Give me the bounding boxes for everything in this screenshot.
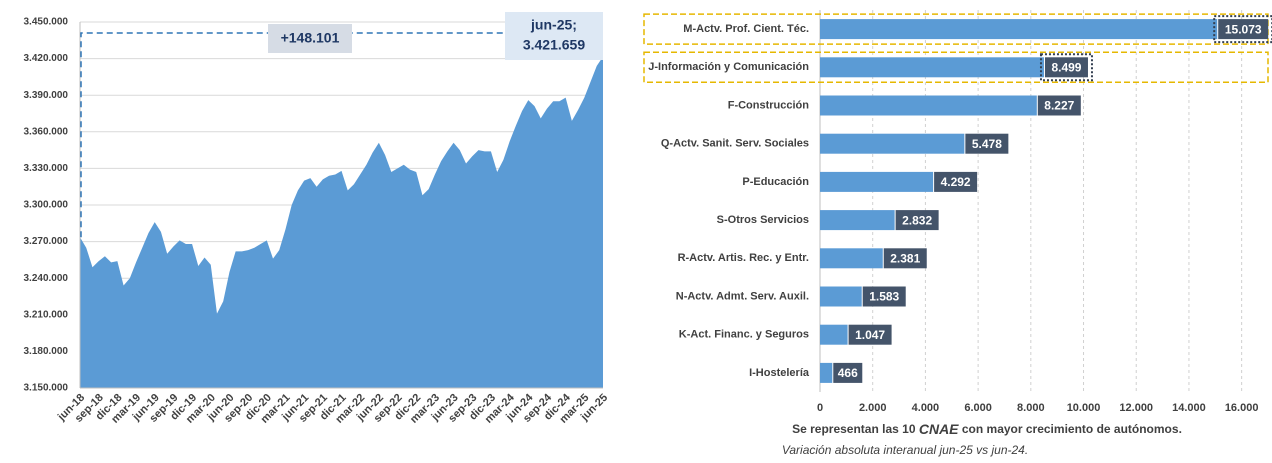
value-label-frame: [1213, 15, 1272, 44]
bar: [820, 248, 883, 269]
x-tick-label: 16.000: [1225, 402, 1259, 414]
category-label: I-Hostelería: [749, 367, 810, 379]
bar: [820, 19, 1218, 40]
y-tick-label: 3.390.000: [24, 90, 69, 101]
y-tick-label: 3.330.000: [24, 163, 69, 174]
value-label-box: [1037, 95, 1081, 116]
value-label-box: [1218, 19, 1269, 40]
area: [80, 56, 603, 388]
value-label-box: [833, 362, 863, 383]
bar: [820, 171, 934, 192]
value-label: 4.292: [941, 175, 971, 189]
last-label: jun-25;: [530, 17, 577, 33]
category-label: F-Construcción: [728, 99, 810, 111]
value-label-box: [1044, 57, 1088, 78]
category-label: J-Información y Comunicación: [648, 61, 809, 73]
value-label: 2.832: [902, 213, 932, 227]
caption-part: con mayor crecimiento de autónomos.: [959, 422, 1182, 436]
last-box: [505, 12, 603, 60]
y-tick-label: 3.150.000: [24, 383, 69, 394]
caption-part: CNAE: [919, 421, 959, 437]
x-tick-label: 4.000: [912, 402, 940, 414]
bar: [820, 95, 1037, 116]
x-tick-label: 8.000: [1017, 402, 1045, 414]
category-label: R-Actv. Artis. Rec. y Entr.: [678, 252, 809, 264]
y-tick-label: 3.420.000: [24, 53, 69, 64]
y-tick-label: 3.180.000: [24, 346, 69, 357]
value-label: 8.227: [1044, 99, 1074, 113]
caption-part: Se representan las 10: [792, 422, 919, 436]
y-tick-label: 3.360.000: [24, 126, 69, 137]
x-tick-label: 6.000: [964, 402, 992, 414]
y-tick-label: 3.240.000: [24, 273, 69, 284]
y-tick-label: 3.450.000: [24, 17, 69, 28]
category-label: P-Educación: [742, 176, 809, 188]
bar: [820, 210, 895, 231]
value-label: 1.583: [869, 290, 899, 304]
x-tick-label: 12.000: [1119, 402, 1153, 414]
bar: [820, 57, 1044, 78]
value-label: 15.073: [1225, 22, 1262, 36]
subcaption: Variación absoluta interanual jun-25 vs …: [782, 443, 1028, 457]
category-label: M-Actv. Prof. Cient. Téc.: [683, 23, 809, 35]
category-label: K-Act. Financ. y Seguros: [679, 329, 809, 341]
bar: [820, 362, 833, 383]
value-label-box: [965, 133, 1009, 154]
x-tick-label: 10.000: [1067, 402, 1101, 414]
category-label: Q-Actv. Sanit. Serv. Sociales: [661, 138, 809, 150]
y-tick-label: 3.300.000: [24, 200, 69, 211]
y-tick-label: 3.210.000: [24, 309, 69, 320]
value-label-box: [934, 171, 978, 192]
value-label: 5.478: [972, 137, 1002, 151]
value-label: 8.499: [1051, 60, 1081, 74]
value-label-box: [848, 324, 892, 345]
delta-label: +148.101: [281, 30, 340, 46]
last-label: 3.421.659: [523, 37, 585, 53]
value-label-box: [895, 210, 939, 231]
value-label-box: [883, 248, 927, 269]
bar: [820, 133, 965, 154]
x-tick-label: 14.000: [1172, 402, 1206, 414]
delta-box: [268, 24, 352, 53]
value-label: 466: [838, 366, 858, 380]
y-tick-label: 3.270.000: [24, 236, 69, 247]
value-label-box: [862, 286, 906, 307]
x-tick-label: 0: [817, 402, 823, 414]
caption: Se representan las 10 CNAE con mayor cre…: [792, 421, 1182, 437]
category-label: N-Actv. Admt. Serv. Auxil.: [676, 290, 809, 302]
category-label: S-Otros Servicios: [717, 214, 809, 226]
value-label: 2.381: [890, 251, 920, 265]
value-label-frame: [1039, 53, 1093, 82]
x-tick-label: 2.000: [859, 402, 887, 414]
bar: [820, 286, 862, 307]
bar: [820, 324, 848, 345]
value-label: 1.047: [855, 328, 885, 342]
highlight-box: [643, 51, 1269, 84]
